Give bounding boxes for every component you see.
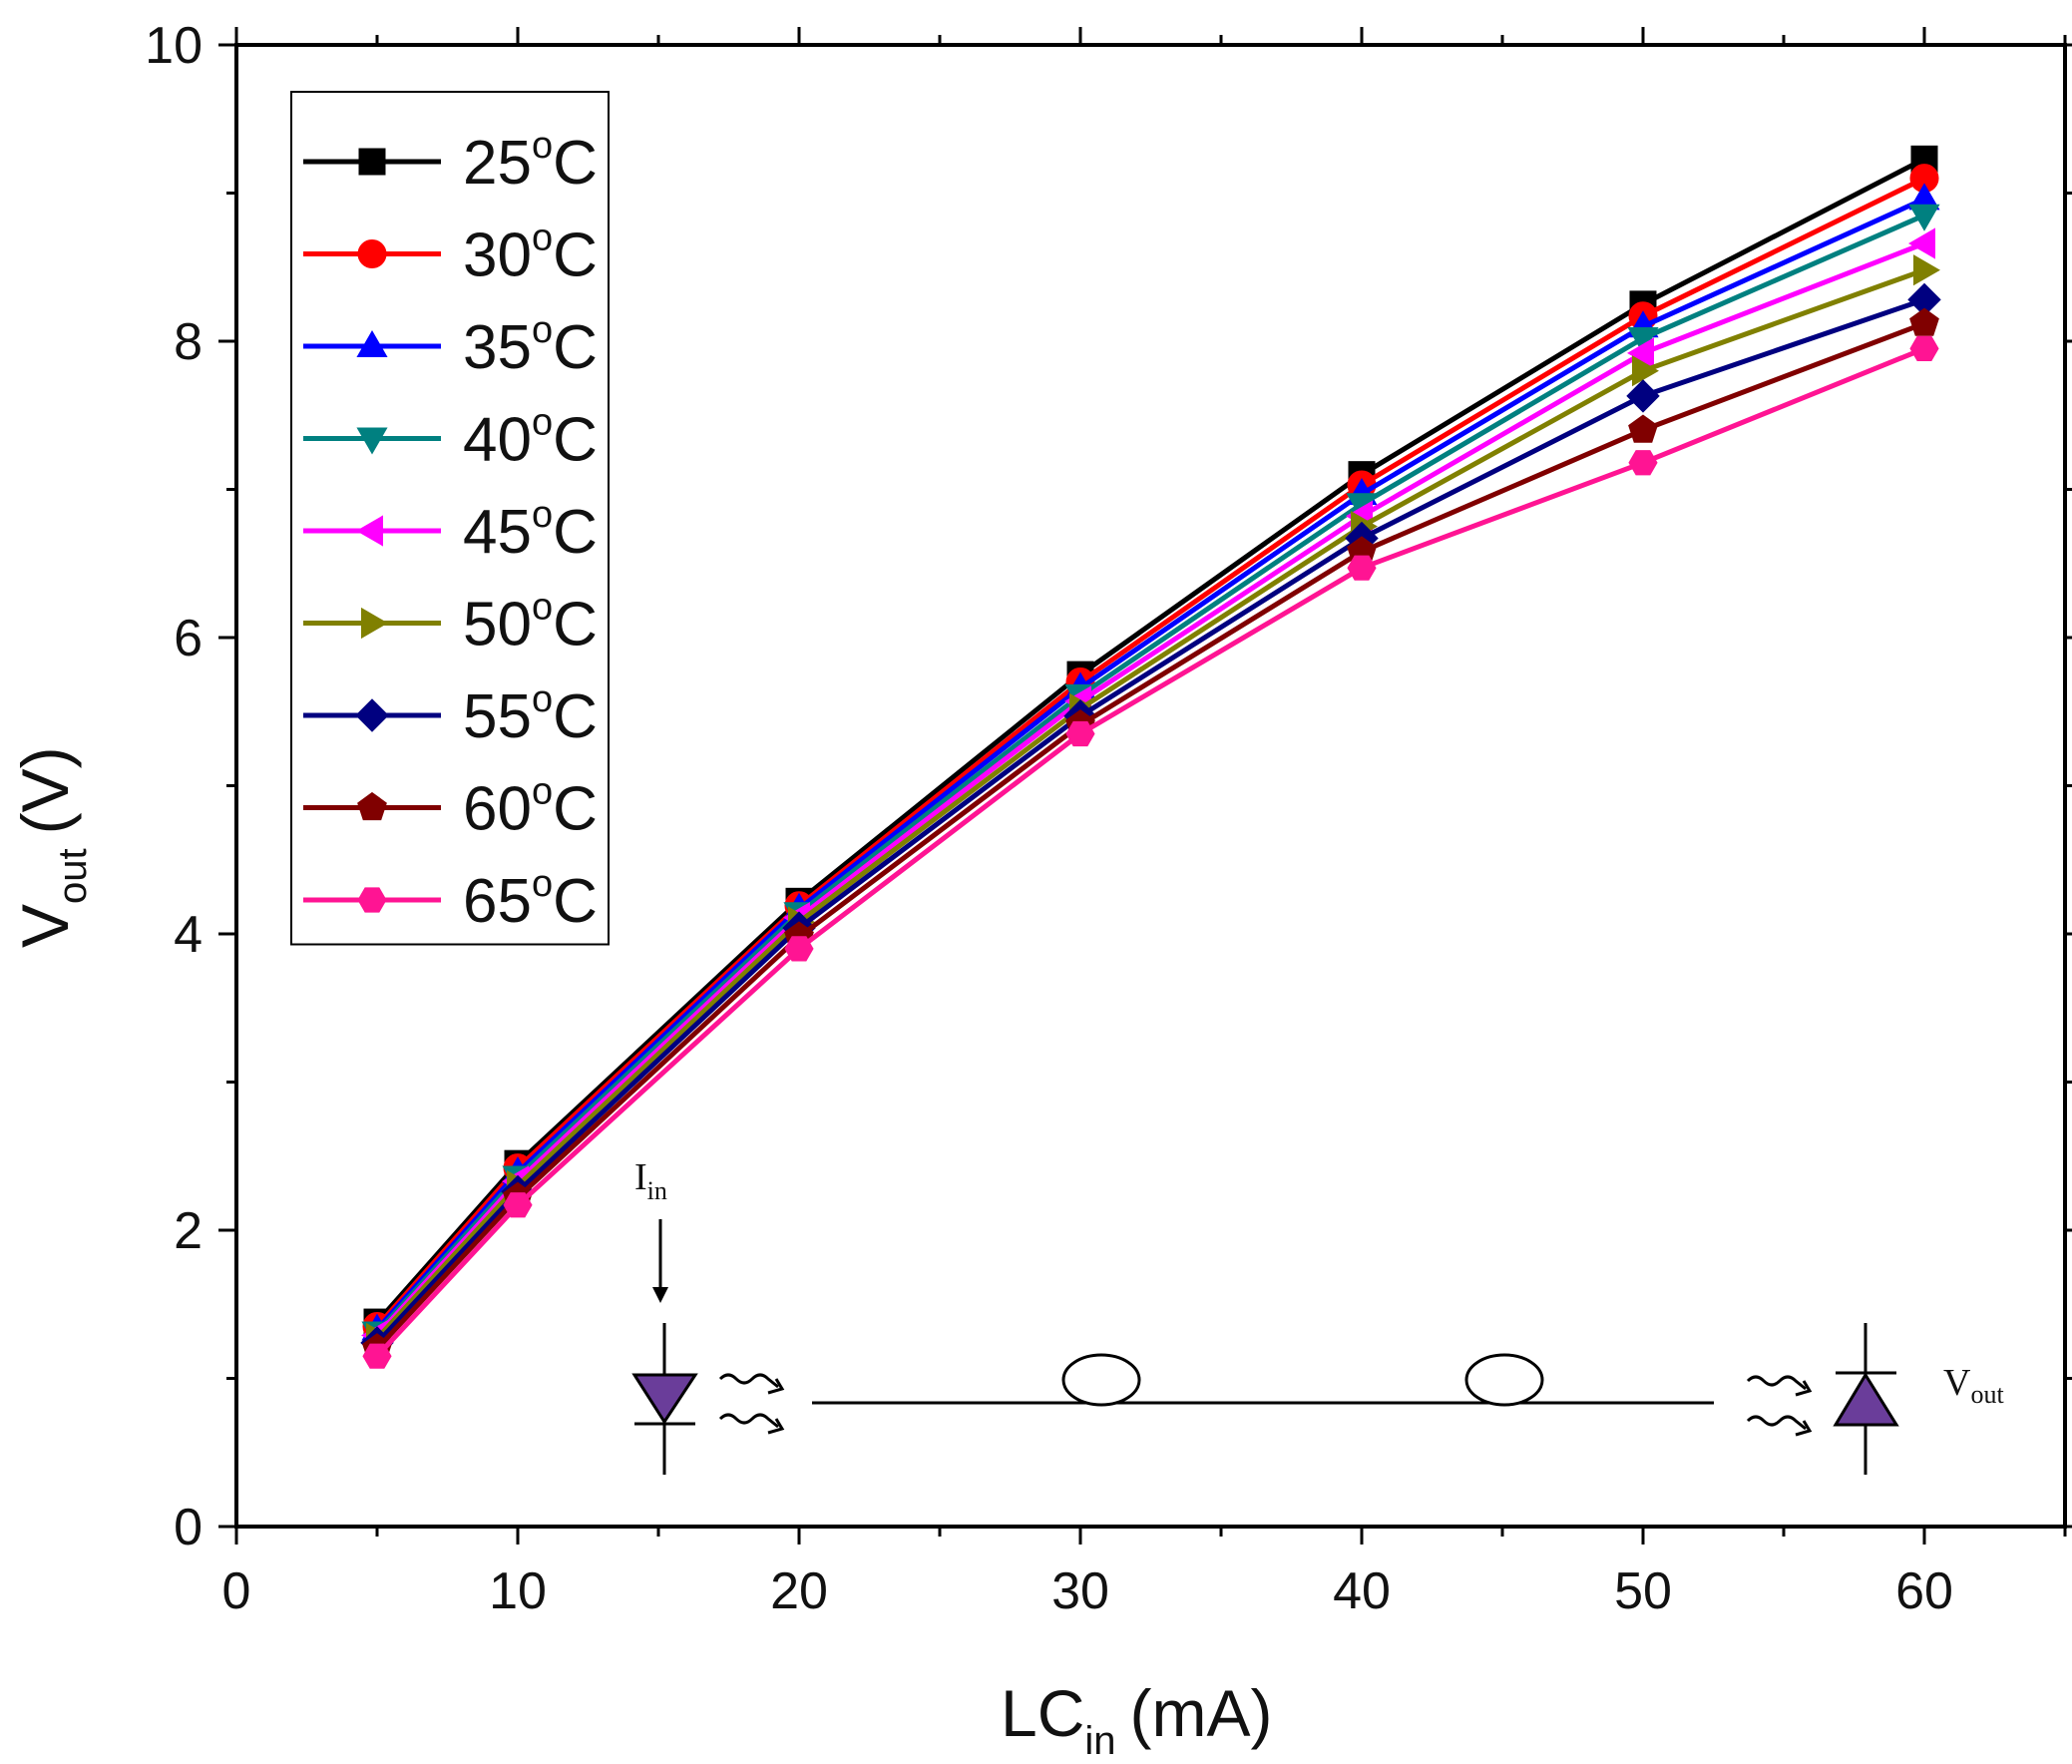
input-current-label: Iin bbox=[634, 1156, 667, 1205]
legend-item: 65oC bbox=[303, 863, 598, 936]
data-point bbox=[1632, 355, 1660, 387]
output-voltage-label: Vout bbox=[1943, 1362, 2004, 1409]
legend-label: 50oC bbox=[463, 587, 598, 660]
y-tick-label: 0 bbox=[174, 1499, 203, 1556]
input-current-arrowhead bbox=[652, 1287, 668, 1303]
legend-marker bbox=[356, 427, 388, 455]
legend: 25oC 30oC 35oC 40oC 45oC 50oC 55oC 60oC 65oC bbox=[290, 91, 610, 946]
x-tick-label: 10 bbox=[489, 1562, 547, 1620]
fiber-loop-2 bbox=[1464, 1353, 1544, 1407]
legend-item: 35oC bbox=[303, 309, 598, 382]
y-tick-label: 2 bbox=[174, 1202, 203, 1260]
data-point bbox=[1628, 450, 1658, 476]
fiber-loop-1 bbox=[1061, 1353, 1141, 1407]
y-axis-label-unit: (V) bbox=[8, 746, 82, 834]
x-tick-label: 20 bbox=[770, 1562, 828, 1620]
legend-label: 25oC bbox=[463, 125, 598, 198]
x-tick-label: 50 bbox=[1614, 1562, 1672, 1620]
legend-item: 55oC bbox=[303, 678, 598, 751]
data-point bbox=[1347, 555, 1377, 581]
reception-arrows-icon bbox=[1746, 1375, 1813, 1437]
legend-label: 35oC bbox=[463, 309, 598, 382]
inset-schematic: Iin Vout bbox=[631, 1156, 2004, 1475]
y-axis-label-main: V bbox=[8, 904, 82, 948]
legend-item: 25oC bbox=[303, 125, 598, 198]
y-axis-label-sub: out bbox=[51, 848, 95, 904]
data-point bbox=[1907, 227, 1935, 259]
x-tick-label: 60 bbox=[1895, 1562, 1953, 1620]
legend-label: 55oC bbox=[463, 678, 598, 751]
input-current-sub: in bbox=[647, 1176, 667, 1205]
data-point bbox=[784, 936, 814, 962]
legend-item: 45oC bbox=[303, 494, 598, 567]
emission-arrows-icon bbox=[718, 1373, 785, 1435]
x-axis-label: LCin (mA) bbox=[1001, 1676, 1272, 1763]
legend-item: 50oC bbox=[303, 587, 598, 660]
data-point bbox=[362, 1343, 392, 1369]
y-tick-label: 8 bbox=[174, 313, 203, 371]
legend-marker bbox=[361, 607, 389, 640]
legend-label: 60oC bbox=[463, 771, 598, 844]
data-point bbox=[1908, 204, 1940, 231]
x-axis-label-main: LC bbox=[1001, 1676, 1084, 1750]
data-point bbox=[1913, 254, 1941, 286]
data-point bbox=[1626, 379, 1660, 413]
legend-marker bbox=[357, 887, 387, 913]
legend-label: 45oC bbox=[463, 494, 598, 567]
legend-marker bbox=[356, 329, 388, 357]
input-current-main: I bbox=[634, 1156, 647, 1198]
led-icon bbox=[631, 1373, 698, 1425]
data-point bbox=[1909, 307, 1939, 336]
y-ticks: 0 2 4 6 8 10 bbox=[145, 17, 2072, 1556]
y-axis-label: Vout (V) bbox=[8, 746, 95, 948]
legend-label: 30oC bbox=[463, 218, 598, 290]
y-tick-label: 10 bbox=[145, 17, 203, 75]
legend-item: 40oC bbox=[303, 402, 598, 475]
series-layer bbox=[360, 145, 1941, 1369]
y-tick-label: 4 bbox=[174, 906, 203, 964]
series-65 bbox=[362, 335, 1939, 1369]
data-point bbox=[1909, 335, 1939, 361]
x-axis-label-unit: (mA) bbox=[1130, 1676, 1273, 1750]
y-tick-label: 6 bbox=[174, 610, 203, 667]
data-point bbox=[503, 1192, 533, 1218]
legend-item: 60oC bbox=[303, 771, 598, 844]
legend-label: 40oC bbox=[463, 402, 598, 475]
data-point bbox=[1628, 414, 1658, 443]
x-tick-label: 0 bbox=[222, 1562, 251, 1620]
data-point bbox=[1065, 720, 1095, 747]
x-tick-label: 40 bbox=[1333, 1562, 1391, 1620]
x-tick-label: 30 bbox=[1051, 1562, 1109, 1620]
x-ticks: 0 10 20 30 40 50 60 bbox=[222, 27, 2067, 1620]
legend-marker bbox=[355, 698, 389, 732]
output-voltage-main: V bbox=[1943, 1362, 1971, 1404]
legend-item: 30oC bbox=[303, 218, 598, 290]
output-voltage-sub: out bbox=[1970, 1380, 2004, 1409]
legend-box bbox=[290, 91, 610, 946]
x-axis-label-sub: in bbox=[1084, 1719, 1115, 1763]
legend-marker bbox=[358, 148, 386, 176]
legend-label: 65oC bbox=[463, 863, 598, 936]
legend-marker bbox=[355, 515, 383, 547]
legend-marker bbox=[357, 791, 387, 821]
legend-marker bbox=[357, 239, 387, 268]
